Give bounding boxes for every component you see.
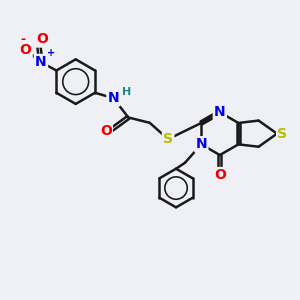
Text: O: O — [214, 168, 226, 182]
Text: S: S — [163, 132, 173, 146]
Text: +: + — [47, 48, 56, 58]
Text: N: N — [196, 137, 207, 152]
Text: -: - — [20, 33, 25, 46]
Text: O: O — [36, 32, 48, 46]
Text: N: N — [108, 91, 119, 105]
Text: S: S — [278, 127, 287, 141]
Text: N: N — [35, 55, 47, 69]
Text: O: O — [20, 43, 32, 57]
Text: O: O — [100, 124, 112, 138]
Text: N: N — [214, 105, 226, 119]
Text: H: H — [122, 87, 131, 97]
